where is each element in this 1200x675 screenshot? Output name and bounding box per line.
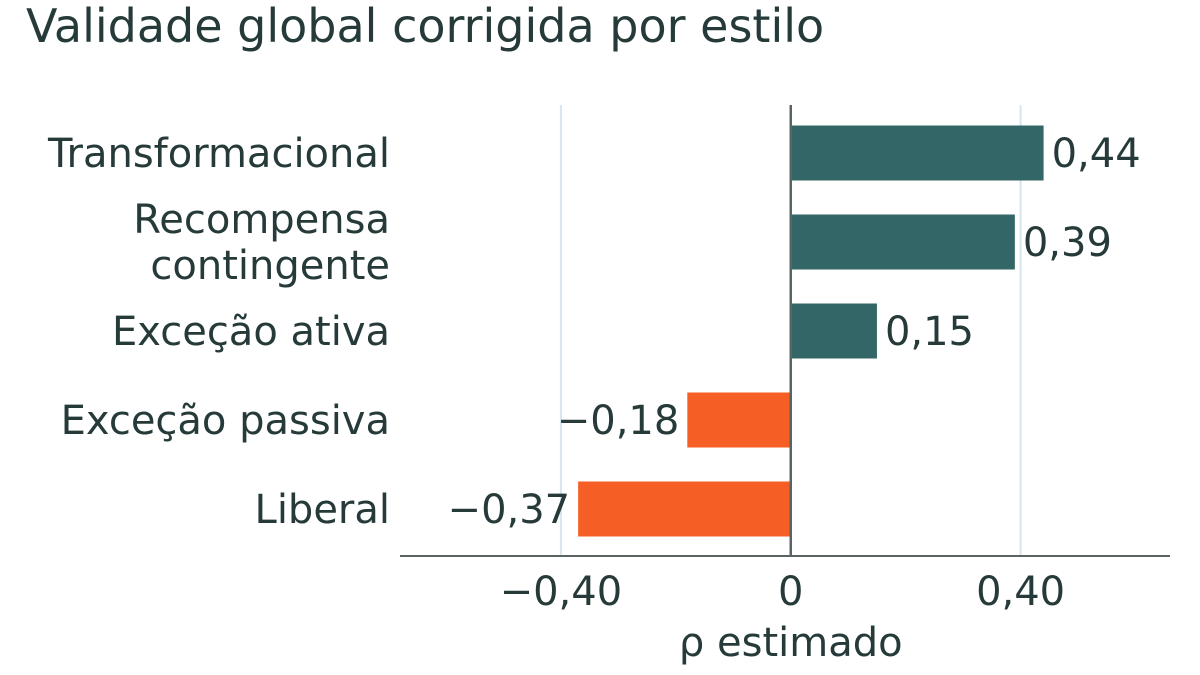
x-tick-label: 0: [778, 569, 803, 615]
value-label: 0,44: [1052, 131, 1141, 177]
value-label: 0,39: [1023, 220, 1112, 266]
bars: [578, 125, 1044, 537]
category-label-line: Liberal: [255, 487, 390, 533]
chart-title: Validade global corrigida por estilo: [26, 0, 825, 53]
category-label: Exceção passiva: [61, 398, 390, 444]
category-label-line: Recompensa: [133, 197, 390, 243]
value-label: −0,37: [448, 487, 571, 533]
x-tick-label: 0,40: [976, 569, 1065, 615]
category-label-line: contingente: [150, 243, 390, 289]
labels: 0,44 Transformacional 0,39 Recompensa contin…: [47, 131, 1141, 533]
category-label: Exceção ativa: [112, 309, 390, 355]
bar: [687, 392, 791, 448]
value-label: −0,18: [557, 398, 680, 444]
bar: [578, 481, 791, 537]
category-label-line: Transformacional: [47, 131, 390, 177]
bar: [790, 214, 1015, 270]
x-axis-title: ρ estimado: [679, 620, 903, 666]
x-tick-label: −0,40: [500, 569, 623, 615]
category-label: Transformacional: [47, 131, 390, 177]
category-label-line: Exceção passiva: [61, 398, 390, 444]
category-label: Liberal: [255, 487, 390, 533]
bar: [790, 303, 877, 359]
category-label: Recompensa contingente: [133, 197, 390, 289]
axes: −0,40 0 0,40 ρ estimado: [400, 105, 1170, 666]
category-label-line: Exceção ativa: [112, 309, 390, 355]
bar: [790, 125, 1044, 181]
value-label: 0,15: [885, 309, 974, 355]
